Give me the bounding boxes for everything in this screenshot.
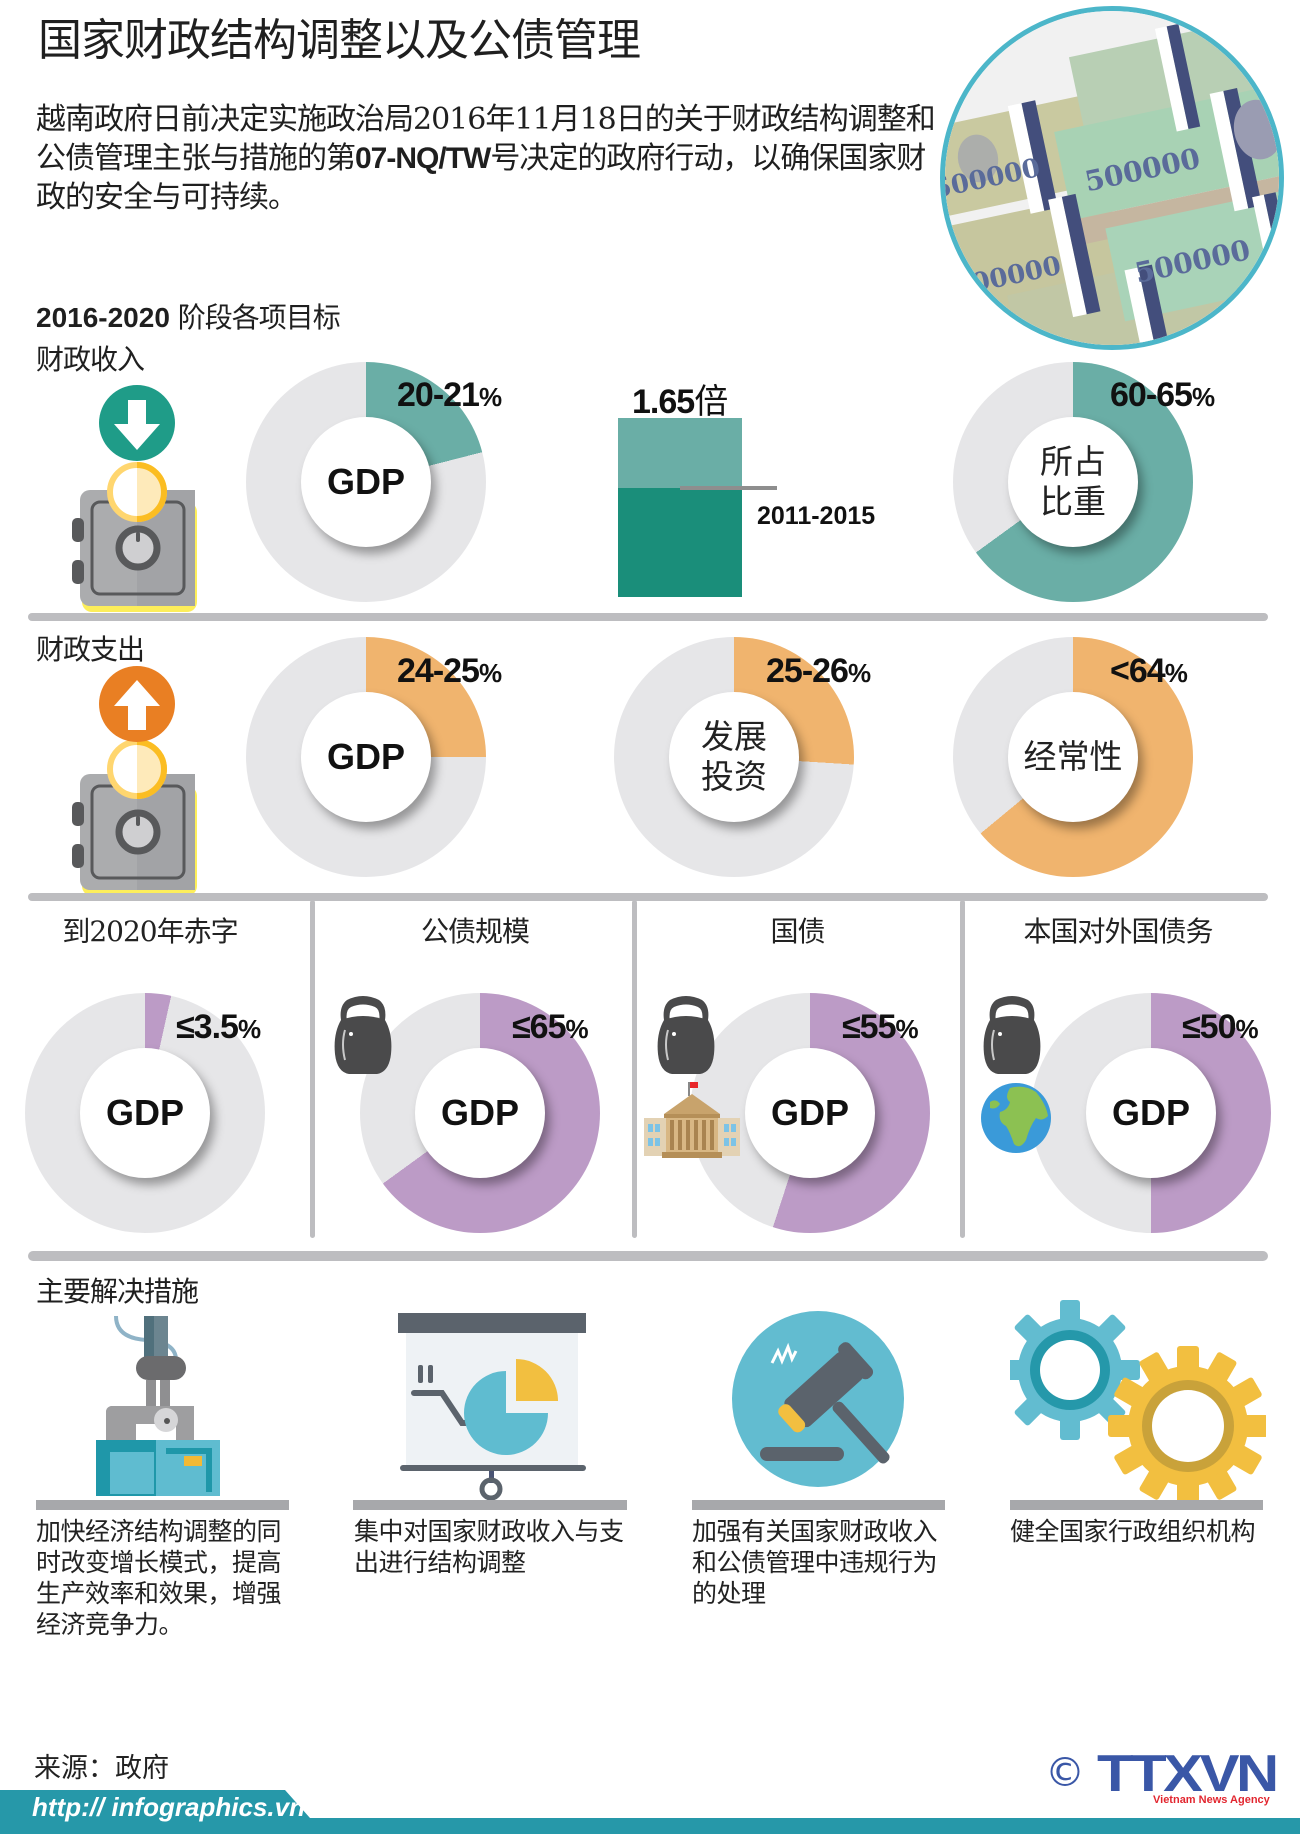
donut-center-label: 发展 投资 [701, 717, 767, 796]
bar-base-segment [618, 488, 742, 597]
column-divider [310, 900, 315, 1238]
source-label: 来源：政府 [34, 1753, 169, 1784]
column-divider [960, 900, 965, 1238]
bar-increase-segment [618, 418, 742, 488]
deficit-donut: GDP [25, 993, 265, 1233]
regular-expenditure-pct: <64% [1110, 652, 1188, 690]
measure-text-1: 加快经济结构调整的同时改变增长模式，提高生产效率和效果，增强经济竞争力。 [36, 1517, 282, 1639]
donut-center-label: 经常性 [1023, 737, 1123, 776]
footer-bar [0, 1818, 1300, 1834]
safe-up-arrow-icon [72, 664, 202, 896]
donut-center: GDP [415, 1048, 545, 1178]
measure-divider [1010, 1500, 1263, 1510]
donut-center: GDP [1086, 1048, 1216, 1178]
expenditure-gdp-donut: GDP [246, 637, 486, 877]
bar-marker-line [680, 486, 777, 490]
revenue-share-donut: 所占 比重 [953, 362, 1193, 602]
gears-icon [1010, 1300, 1266, 1506]
revenue-label: 财政收入 [36, 343, 145, 376]
divider [28, 613, 1268, 621]
kettlebell-icon [334, 996, 392, 1074]
government-debt-title: 国债 [770, 915, 825, 948]
donut-center-label: 所占 比重 [1040, 442, 1106, 521]
measure-divider [36, 1500, 289, 1510]
safe-down-arrow-icon [72, 380, 202, 612]
bar-multiplier-label: 1.65倍 [632, 382, 728, 422]
kettlebell-icon [983, 996, 1041, 1074]
expenditure-gdp-pct: 24-25% [397, 652, 502, 690]
targets-heading-text: 阶段各项目标 [169, 301, 341, 334]
donut-center: GDP [745, 1048, 875, 1178]
measure-divider [353, 1500, 627, 1510]
government-building-icon [644, 1082, 740, 1158]
targets-period: 2016-2020 [36, 302, 170, 333]
foreign-debt-pct: ≤50% [1182, 1008, 1259, 1046]
public-debt-donut: GDP [360, 993, 600, 1233]
revenue-share-pct: 60-65% [1110, 376, 1215, 414]
robot-arm-icon [96, 1316, 220, 1496]
donut-center-label: GDP [105, 1092, 184, 1133]
deficit-pct: ≤3.5% [176, 1008, 261, 1046]
bar-period-label: 2011-2015 [757, 502, 876, 530]
intro-text-2: 号决定的政府行动，以确保国家财政的安全与可持续。 [36, 141, 926, 215]
public-debt-title: 公债规模 [420, 915, 530, 948]
development-investment-donut: 发展 投资 [614, 637, 854, 877]
donut-center-label: GDP [440, 1092, 519, 1133]
intro-text-1: 越南政府日前决定实施政治局2016年11月18日的关于财政结构调整和公债管理主张… [36, 102, 936, 176]
development-investment-pct: 25-26% [766, 652, 871, 690]
expenditure-label: 财政支出 [36, 633, 145, 666]
measure-text-2: 集中对国家财政收入与支出进行结构调整 [354, 1517, 624, 1577]
donut-center: 所占 比重 [1008, 417, 1138, 547]
presentation-chart-icon [398, 1313, 586, 1500]
column-divider [632, 900, 637, 1238]
donut-center-label: GDP [326, 461, 405, 502]
donut-center: GDP [80, 1048, 210, 1178]
measures-heading: 主要解决措施 [36, 1275, 199, 1308]
government-debt-donut: GDP [690, 993, 930, 1233]
regular-expenditure-donut: 经常性 [953, 637, 1193, 877]
globe-icon [981, 1083, 1051, 1153]
divider [28, 1251, 1268, 1261]
donut-center: GDP [301, 417, 431, 547]
website-link[interactable]: http:// infographics.vn [32, 1792, 305, 1822]
divider [28, 893, 1268, 901]
resolution-number: 07-NQ/TW [355, 142, 491, 175]
foreign-debt-donut: GDP [1031, 993, 1271, 1233]
footer-tab [0, 1790, 310, 1834]
measure-text-4: 健全国家行政组织机构 [1010, 1517, 1256, 1546]
revenue-gdp-donut: GDP [246, 362, 486, 602]
intro-paragraph: 越南政府日前决定实施政治局2016年11月18日的关于财政结构调整和公债管理主张… [36, 100, 936, 217]
government-debt-pct: ≤55% [842, 1008, 919, 1046]
copyright-icon: © [1045, 1750, 1085, 1796]
measure-text-3: 加强有关国家财政收入和公债管理中违规行为的处理 [692, 1517, 938, 1608]
targets-heading: 2016-2020 阶段各项目标 [36, 296, 341, 336]
donut-center: 发展 投资 [669, 692, 799, 822]
measure-divider [692, 1500, 945, 1510]
donut-center: GDP [301, 692, 431, 822]
public-debt-pct: ≤65% [512, 1008, 589, 1046]
ttxvn-logo: © TTXVN Vietnam News Agency [1045, 1745, 1280, 1808]
logo-subtitle: Vietnam News Agency [1153, 1794, 1270, 1806]
money-stacks-photo: 500000 500000 500000 500000 [940, 6, 1284, 350]
donut-center: 经常性 [1008, 692, 1138, 822]
deficit-title: 到2020年赤字 [62, 915, 238, 948]
gavel-icon [732, 1311, 904, 1487]
logo-text: TTXVN [1097, 1745, 1279, 1803]
kettlebell-icon [657, 996, 715, 1074]
foreign-debt-title: 本国对外国债务 [1023, 915, 1213, 948]
money-stacks-icon: 500000 500000 500000 500000 [945, 11, 1279, 345]
revenue-gdp-pct: 20-21% [397, 376, 502, 414]
donut-center-label: GDP [326, 736, 405, 777]
donut-center-label: GDP [1111, 1092, 1190, 1133]
donut-center-label: GDP [770, 1092, 849, 1133]
page-title: 国家财政结构调整以及公债管理 [38, 15, 641, 66]
